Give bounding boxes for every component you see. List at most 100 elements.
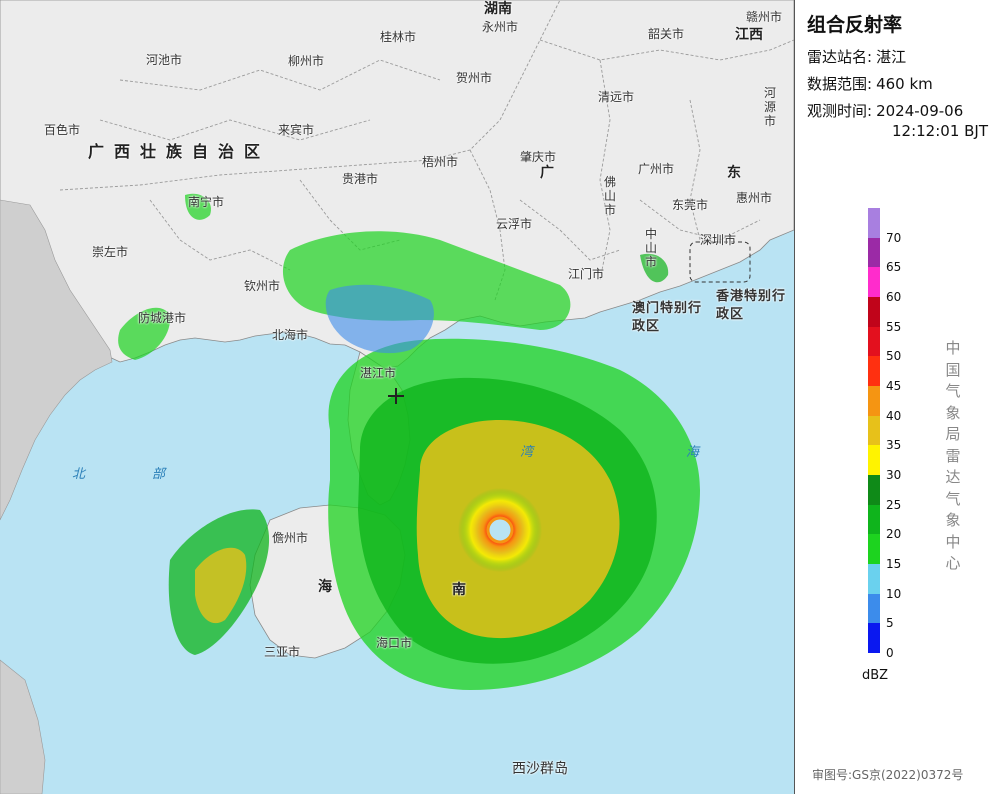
radar-map[interactable]: 湖南 永州市 桂林市 韶关市 赣州市 江西 河池市 柳州市 贺州市 清远市 河源… (0, 0, 794, 794)
legend-tick-label: 70 (886, 230, 902, 245)
label-city: 梧州市 (422, 155, 459, 169)
echo-coast-west (118, 307, 171, 360)
label-city: 来宾市 (278, 123, 315, 137)
legend-tick-label: 5 (886, 616, 894, 631)
echo-western-yellow (195, 547, 247, 624)
legend-tick-label: 35 (886, 438, 902, 453)
legend-swatch (868, 208, 880, 238)
label-city: 海口市 (376, 636, 413, 650)
legend-swatch (868, 475, 880, 505)
label-city: 钦州市 (244, 279, 281, 293)
legend-tick-label: 45 (886, 379, 902, 393)
range-value: 460 km (876, 75, 933, 93)
legend-tick-label: 25 (886, 497, 902, 512)
legend-swatch (868, 237, 880, 268)
radar-echoes (118, 193, 700, 690)
echo-scatter-north (185, 193, 211, 220)
legend-tick-label: 0 (886, 646, 894, 660)
map-canvas (0, 0, 794, 794)
time-clock: 12:12:01 BJT (892, 122, 989, 140)
legend-tick-label: 30 (886, 468, 902, 482)
legend-tick-label: 10 (886, 586, 902, 601)
label-city: 广州市 (638, 162, 675, 176)
label-city: 惠州市 (736, 191, 773, 205)
label-macau-sar: 澳门特别行政区 (632, 301, 703, 334)
typhoon-eye-center (486, 516, 514, 544)
label-city: 云浮市 (496, 217, 533, 231)
label-xisha-islands: 西沙群岛 (512, 761, 568, 777)
label-city: 百色市 (44, 123, 81, 137)
approval-number: 审图号:GS京(2022)0372号 (812, 768, 964, 782)
legend-swatch (868, 504, 880, 535)
echo-scatter-ne (640, 253, 669, 283)
legend-tick-label: 20 (886, 527, 902, 542)
time-label: 观测时间: (807, 102, 873, 120)
station-row: 雷达站名: 湛江 (807, 46, 906, 67)
legend-tick-label: 15 (886, 557, 902, 571)
time-date: 2024-09-06 (876, 102, 964, 120)
label-city: 三亚市 (264, 645, 301, 659)
legend-swatch (868, 445, 880, 475)
range-label: 数据范围: (807, 75, 873, 93)
label-city: 佛山市 (603, 175, 616, 217)
station-value: 湛江 (876, 48, 907, 66)
agency-name: 中国气象局雷达气象中心 (945, 339, 961, 572)
label-city: 深圳市 (700, 233, 737, 247)
label-hainan-2: 南 (452, 582, 466, 598)
label-sea-4: 海 (686, 445, 700, 460)
label-city: 防城港市 (138, 311, 187, 325)
label-city: 河池市 (146, 53, 183, 67)
label-city: 韶关市 (648, 27, 685, 41)
legend-swatch (868, 564, 880, 594)
label-hongkong-sar: 香港特别行政区 (716, 289, 787, 322)
label-city: 柳州市 (288, 54, 325, 68)
product-title: 组合反射率 (807, 14, 903, 36)
label-sea-2: 部 (152, 467, 166, 482)
reflectivity-legend: 70 65 60 55 50 45 40 35 30 25 20 15 10 5 0 (868, 208, 988, 659)
label-city: 江门市 (568, 267, 605, 281)
label-province-jiangxi: 江西 (735, 27, 763, 43)
label-province-hunan: 湖南 (484, 1, 512, 17)
legend-swatch (868, 534, 880, 564)
label-city: 肇庆市 (520, 150, 557, 164)
legend-swatch (868, 267, 880, 297)
label-city: 湛江市 (360, 366, 397, 380)
legend-swatch (868, 326, 880, 357)
range-row: 数据范围: 460 km (807, 73, 933, 94)
label-sea-1: 北 (72, 467, 86, 482)
label-city: 贵港市 (342, 172, 379, 186)
legend-tick-label: 55 (886, 319, 902, 334)
label-city: 永州市 (482, 20, 519, 34)
legend-swatch (868, 623, 880, 653)
label-city: 东莞市 (672, 198, 709, 212)
label-province-guangdong-2: 东 (727, 165, 741, 181)
legend-swatch (868, 593, 880, 624)
label-city: 崇左市 (92, 245, 129, 259)
legend-tick-label: 65 (886, 260, 902, 275)
label-city: 清远市 (598, 90, 635, 104)
label-city: 北海市 (272, 328, 309, 342)
label-city: 赣州市 (746, 10, 783, 24)
label-sea-3: 湾 (520, 445, 534, 460)
legend-tick-label: 40 (886, 408, 902, 423)
label-city: 桂林市 (380, 30, 417, 44)
label-city: 中山市 (644, 227, 657, 269)
label-city: 儋州市 (272, 531, 309, 545)
echo-northern-blue (325, 284, 434, 354)
legend-unit: dBZ (862, 668, 889, 683)
legend-swatch (868, 386, 880, 416)
label-city: 河源市 (763, 86, 776, 128)
vietnam-land (0, 199, 113, 521)
radar-station-marker (388, 388, 404, 404)
label-province-guangdong-1: 广 (540, 165, 554, 181)
vietnam-south (0, 659, 46, 794)
legend-swatch (868, 297, 880, 327)
legend-tick-label: 50 (886, 349, 902, 364)
hongkong-boundary (689, 241, 751, 283)
label-city: 南宁市 (188, 195, 225, 209)
info-panel: 组合反射率 雷达站名: 湛江 数据范围: 460 km 观测时间: 2024-09-0… (794, 0, 1000, 794)
legend-swatch (868, 356, 880, 386)
label-hainan-1: 海 (318, 579, 332, 595)
legend-tick-label: 60 (886, 290, 902, 304)
legend-swatch (868, 415, 880, 446)
